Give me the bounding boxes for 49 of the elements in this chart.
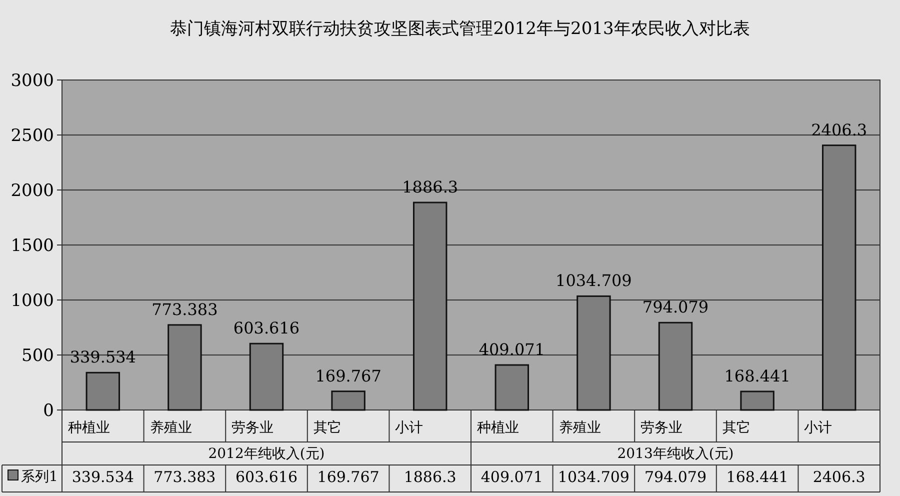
y-tick-label: 0 — [43, 401, 54, 421]
data-label: 339.534 — [72, 468, 134, 486]
data-label: 773.383 — [154, 468, 216, 486]
bar — [658, 322, 693, 411]
y-tick-label: 3000 — [10, 71, 54, 91]
text: 169.767 — [315, 366, 382, 386]
bar — [412, 202, 448, 411]
y-tick-label: 2000 — [10, 181, 54, 201]
bar — [576, 295, 611, 411]
text: 2406.3 — [811, 120, 868, 140]
text: 794.079 — [642, 298, 709, 317]
text: 2012年纯收入(元) — [208, 446, 325, 462]
data-label: 169.767 — [317, 468, 380, 486]
text: 773.383 — [152, 300, 218, 319]
text: 1034.709 — [556, 271, 632, 290]
chart-title: 恭门镇海河村双联行动扶贫攻坚图表式管理2012年与2013年农民收入对比表 — [170, 19, 750, 39]
data-label: 1034.709 — [558, 468, 630, 486]
bar — [740, 390, 774, 411]
text: 2013年纯收入(元) — [617, 446, 734, 462]
data-label: 409.071 — [480, 468, 543, 486]
bar — [249, 342, 284, 411]
x-tick-label: 养殖业 — [150, 420, 192, 436]
x-tick-label: 种植业 — [68, 420, 110, 436]
data-label: 603.616 — [235, 468, 298, 486]
data-label: 168.441 — [726, 468, 788, 486]
data-label: 794.079 — [644, 468, 707, 486]
x-tick-label: 小计 — [395, 420, 424, 436]
text: 168.441 — [724, 366, 790, 386]
x-tick-label: 小计 — [804, 420, 832, 436]
legend-label: 系列1 — [21, 469, 58, 485]
x-tick-label: 种植业 — [477, 420, 519, 436]
bar — [331, 390, 366, 411]
y-tick-label: 500 — [22, 346, 54, 366]
text: 409.071 — [478, 340, 545, 359]
bar — [822, 144, 856, 411]
bar — [494, 364, 530, 411]
y-tick-label: 1000 — [10, 291, 54, 311]
x-tick-label: 养殖业 — [558, 420, 601, 436]
x-tick-label: 劳务业 — [232, 420, 274, 436]
data-label: 2406.3 — [812, 468, 866, 486]
x-tick-label: 劳务业 — [640, 420, 683, 436]
bar — [86, 372, 120, 411]
y-tick-label: 2500 — [10, 126, 54, 146]
x-tick-label: 其它 — [313, 420, 342, 436]
bar — [168, 324, 202, 411]
text: 603.616 — [233, 318, 300, 338]
y-tick-label: 1500 — [10, 236, 54, 256]
data-label: 1886.3 — [404, 468, 456, 486]
x-tick-label: 其它 — [722, 420, 750, 436]
